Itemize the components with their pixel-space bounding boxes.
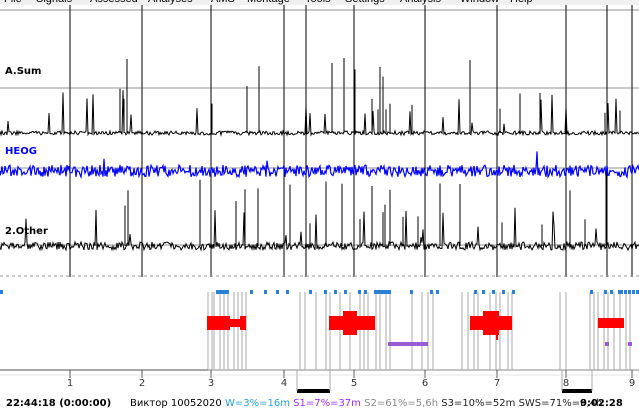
hypno-rem-block	[483, 311, 499, 335]
menu-item[interactable]: Montage	[247, 0, 290, 5]
hour-tick-label: 6	[421, 378, 429, 389]
hypno-wake-marker	[482, 290, 485, 294]
channel-label-heog[interactable]: HEOG	[5, 146, 37, 157]
hypno-wake-marker	[218, 290, 221, 294]
hour-tick-label: 7	[493, 378, 501, 389]
menu-item[interactable]: Signals	[36, 0, 72, 5]
hypno-wake-marker	[388, 290, 391, 294]
hypno-wake-marker	[222, 290, 225, 294]
hypno-wake-marker	[610, 290, 613, 294]
hypno-rem-block	[496, 332, 498, 340]
hypno-wake-marker	[512, 290, 515, 294]
subject-name: Виктор 10052020	[130, 398, 222, 409]
sleep-stat: W=3%=16m	[221, 398, 290, 409]
hypno-wake-marker	[636, 290, 639, 294]
hour-tick-label: 3	[207, 378, 215, 389]
hypno-wake-marker	[264, 290, 267, 294]
hypno-wake-marker	[344, 290, 347, 294]
status-bar: 22:44:18 (0:00:00) Виктор 10052020 W=3%=…	[0, 395, 639, 414]
hypno-wake-marker	[384, 290, 387, 294]
hypno-wake-marker	[224, 290, 227, 294]
sleep-stat: S1=7%=37m	[289, 398, 361, 409]
hypno-wake-marker	[286, 290, 289, 294]
hypno-s1-block	[628, 342, 632, 346]
other-trace	[0, 207, 639, 252]
hypno-wake-marker	[380, 290, 383, 294]
hour-tick-label: 8	[562, 378, 570, 389]
hypno-rem-block	[207, 316, 230, 330]
hour-tick-label: 2	[138, 378, 146, 389]
hypno-wake-marker	[364, 290, 367, 294]
menu-item[interactable]: Tools	[305, 0, 331, 5]
sleep-stat: S2=61%=5,6h	[360, 398, 439, 409]
hypno-s3-block	[297, 389, 330, 393]
hour-tick-label: 9	[628, 378, 636, 389]
hypno-wake-marker	[276, 290, 279, 294]
menu-item[interactable]: Window	[460, 0, 499, 5]
hypno-wake-marker	[358, 290, 361, 294]
hypno-wake-marker	[624, 290, 627, 294]
hypnogram-chart	[0, 290, 639, 393]
menu-item[interactable]: Settings	[345, 0, 385, 5]
hypno-wake-marker	[502, 290, 505, 294]
sleep-stat: SWS=71%=6,4h	[515, 398, 603, 409]
channel-label-other[interactable]: 2.Other	[5, 226, 48, 237]
sleep-summary: Виктор 10052020 W=3%=16m S1=7%=37m S2=61…	[130, 398, 602, 409]
signal-panel[interactable]: A.Sum HEOG 2.Other	[0, 5, 639, 277]
hypno-wake-marker	[410, 290, 413, 294]
hypno-wake-marker	[309, 290, 312, 294]
recording-start-time: 22:44:18 (0:00:00)	[6, 398, 112, 409]
hypno-rem-block	[240, 316, 246, 330]
hypno-rem-block	[230, 319, 246, 327]
hypno-wake-marker	[386, 290, 389, 294]
menu-item[interactable]: AMS	[211, 0, 235, 5]
menu-item[interactable]: Help	[510, 0, 533, 5]
hypno-wake-marker	[226, 290, 229, 294]
hypno-wake-marker	[0, 290, 3, 294]
menu-item[interactable]: File	[4, 0, 22, 5]
hypno-wake-marker	[590, 290, 593, 294]
hypno-wake-marker	[376, 290, 379, 294]
hypno-wake-marker	[632, 290, 635, 294]
hour-tick-label: 4	[280, 378, 288, 389]
hypno-wake-marker	[474, 290, 477, 294]
menu-item[interactable]: Analyses	[148, 0, 193, 5]
heog-trace	[0, 151, 639, 180]
asum-trace	[0, 90, 639, 137]
hypno-wake-marker	[334, 290, 337, 294]
hypno-wake-marker	[430, 290, 433, 294]
signal-traces	[0, 5, 639, 277]
hypno-s1-block	[605, 342, 609, 346]
hypno-wake-marker	[324, 290, 327, 294]
hypno-wake-marker	[436, 290, 439, 294]
menu-bar: File Signals Assessed Analyses AMS Montage Too…	[0, 0, 639, 5]
hour-tick-label: 5	[350, 378, 358, 389]
hypno-wake-marker	[378, 290, 381, 294]
hypno-wake-marker	[216, 290, 219, 294]
hypno-wake-marker	[620, 290, 623, 294]
hypno-rem-block	[598, 318, 624, 328]
hypno-wake-marker	[628, 290, 631, 294]
menu-item[interactable]: Analysis	[400, 0, 441, 5]
hypno-wake-marker	[618, 290, 621, 294]
hypno-wake-marker	[220, 290, 223, 294]
menu-item[interactable]: Assessed	[90, 0, 138, 5]
hypno-s3-block	[562, 389, 592, 393]
hour-tick-label: 1	[66, 378, 74, 389]
hypno-wake-marker	[604, 290, 607, 294]
hypno-wake-marker	[492, 290, 495, 294]
hypno-wake-marker	[382, 290, 385, 294]
sleep-stat: S3=10%=52m	[438, 398, 516, 409]
hypnogram-panel[interactable]	[0, 278, 639, 395]
hypno-rem-block	[343, 311, 357, 335]
hypno-wake-marker	[250, 290, 253, 294]
hypno-s1-block	[388, 342, 428, 346]
hypno-wake-marker	[374, 290, 377, 294]
channel-label-asum[interactable]: A.Sum	[5, 66, 42, 77]
recording-end-time: 9:02:28	[580, 398, 623, 409]
